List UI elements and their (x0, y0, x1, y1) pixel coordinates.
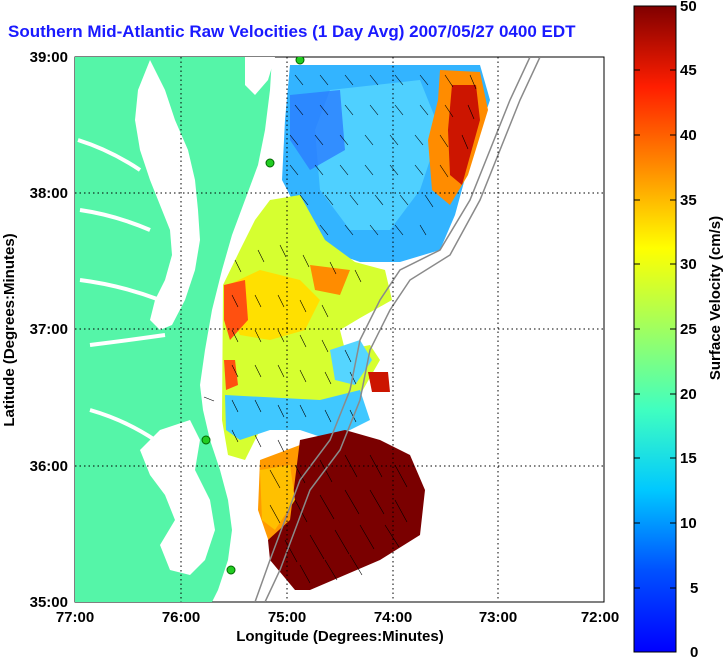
y-axis: 39:00 38:00 37:00 36:00 35:00 Latitude (… (1, 49, 68, 611)
y-tick-label: 38:00 (30, 185, 68, 202)
velocity-vectors (203, 74, 477, 584)
pamlico-sound (140, 420, 215, 575)
colorbar-tick-label: 10 (680, 515, 697, 532)
x-tick-label: 76:00 (162, 609, 200, 626)
x-axis-label: Longitude (Degrees:Minutes) (236, 628, 444, 645)
y-tick-label: 35:00 (30, 594, 68, 611)
y-tick-label: 36:00 (30, 458, 68, 475)
colorbar-tick-label: 5 (690, 580, 698, 597)
x-tick-label: 72:00 (581, 609, 619, 626)
y-tick-label: 39:00 (30, 49, 68, 66)
delaware-bay (245, 57, 275, 95)
colorbar-tick-label: 30 (680, 256, 697, 273)
rivers (77, 138, 166, 442)
colorbar-tick-label: 35 (680, 192, 697, 209)
x-tick-label: 74:00 (374, 609, 412, 626)
chesapeake-bay (135, 60, 200, 330)
y-tick-label: 37:00 (30, 321, 68, 338)
colorbar-tick-label: 25 (680, 321, 697, 338)
colorbar-tick-label: 0 (690, 644, 698, 659)
colorbar-tick-label: 20 (680, 386, 697, 403)
x-tick-label: 75:00 (268, 609, 306, 626)
colorbar-gradient (633, 5, 677, 653)
colorbar-tick-label: 15 (680, 450, 697, 467)
bathymetry-contours (254, 57, 541, 602)
colorbar: 50 45 40 35 30 25 20 15 10 5 0 Surface V… (633, 0, 724, 659)
colorbar-tick-label: 50 (680, 0, 697, 15)
x-axis: 77:00 76:00 75:00 74:00 73:00 72:00 Long… (56, 609, 619, 645)
y-axis-label: Latitude (Degrees:Minutes) (1, 233, 18, 426)
x-tick-label: 73:00 (479, 609, 517, 626)
radar-sites (201, 57, 305, 575)
colorbar-tick-label: 40 (680, 127, 697, 144)
grid-lines (75, 57, 604, 602)
colorbar-tick-label: 45 (680, 62, 697, 79)
x-tick-label: 77:00 (56, 609, 94, 626)
land-mass (75, 57, 272, 602)
map-title: Southern Mid-Atlantic Raw Velocities (1 … (8, 22, 576, 41)
colorbar-label: Surface Velocity (cm/s) (707, 216, 724, 380)
